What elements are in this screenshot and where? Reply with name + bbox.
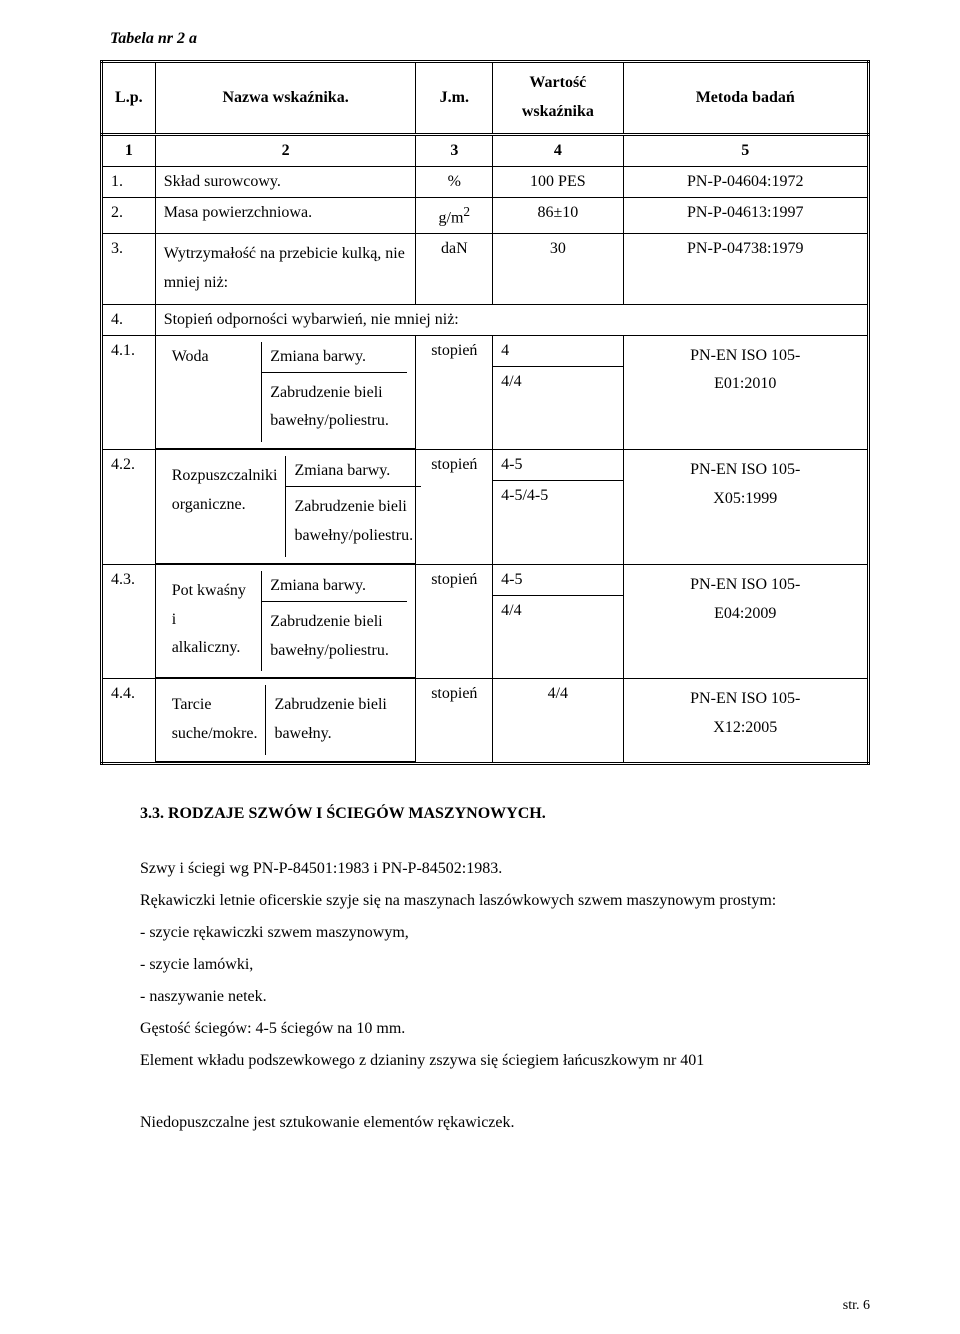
r43-jm: stopień <box>416 564 493 679</box>
para2: Rękawiczki letnie oficerskie szyje się n… <box>140 885 870 917</box>
r44-col2: Tarcie suche/mokre. Zabrudzenie bieli ba… <box>155 679 416 764</box>
table-row-2: 2. Masa powierzchniowa. g/m2 86±10 PN-P-… <box>102 197 869 233</box>
r44-metoda: PN-EN ISO 105- X12:2005 <box>623 679 868 764</box>
table-row-1: 1. Skład surowcowy. % 100 PES PN-P-04604… <box>102 166 869 197</box>
r44-lp: 4.4. <box>102 679 156 764</box>
r4-nazwa: Stopień odporności wybarwień, nie mniej … <box>155 304 868 335</box>
th-wartosc-l2: wskaźnika <box>522 103 594 120</box>
r4-lp: 4. <box>102 304 156 335</box>
r42-lp: 4.2. <box>102 450 156 565</box>
r44-wart: 4/4 <box>493 679 623 764</box>
th-jm: J.m. <box>416 62 493 135</box>
r43-lp: 4.3. <box>102 564 156 679</box>
table-header-row: L.p. Nazwa wskaźnika. J.m. Wartość wskaź… <box>102 62 869 135</box>
r1-metoda: PN-P-04604:1972 <box>623 166 868 197</box>
table-row-41: 4.1. Woda Zmiana barwy. Zabrudzenie biel… <box>102 335 869 450</box>
table-row-43: 4.3. Pot kwaśny i alkaliczny. Zmiana bar… <box>102 564 869 679</box>
r41-metoda: PN-EN ISO 105- E01:2010 <box>623 335 868 450</box>
table-numrow: 12345 <box>102 134 869 166</box>
r3-metoda: PN-P-04738:1979 <box>623 233 868 304</box>
list3: - naszywanie netek. <box>140 981 870 1013</box>
r43-col2: Pot kwaśny i alkaliczny. Zmiana barwy. Z… <box>155 564 416 679</box>
r41-wart: 4 4/4 <box>493 335 623 450</box>
numrow-5: 5 <box>623 134 868 166</box>
para4: Element wkładu podszewkowego z dzianiny … <box>140 1045 870 1077</box>
r3-jm: daN <box>416 233 493 304</box>
r42-col2: Rozpuszczalniki organiczne. Zmiana barwy… <box>155 450 416 565</box>
para5: Niedopuszczalne jest sztukowanie element… <box>140 1107 870 1139</box>
r3-wart: 30 <box>493 233 623 304</box>
r2-lp: 2. <box>102 197 156 233</box>
r2-metoda: PN-P-04613:1997 <box>623 197 868 233</box>
r44-jm: stopień <box>416 679 493 764</box>
r1-lp: 1. <box>102 166 156 197</box>
r3-lp: 3. <box>102 233 156 304</box>
r2-nazwa: Masa powierzchniowa. <box>155 197 416 233</box>
th-nazwa: Nazwa wskaźnika. <box>155 62 416 135</box>
numrow-4: 4 <box>493 134 623 166</box>
th-lp: L.p. <box>102 62 156 135</box>
r43-metoda: PN-EN ISO 105- E04:2009 <box>623 564 868 679</box>
r3-nazwa: Wytrzymałość na przebicie kulką, nie mni… <box>155 233 416 304</box>
para3: Gęstość ściegów: 4-5 ściegów na 10 mm. <box>140 1013 870 1045</box>
th-wartosc-l1: Wartość <box>529 74 586 91</box>
r41-col2: Woda Zmiana barwy. Zabrudzenie bieli baw… <box>155 335 416 450</box>
list2: - szycie lamówki, <box>140 949 870 981</box>
r1-wart: 100 PES <box>493 166 623 197</box>
r42-wart: 4-5 4-5/4-5 <box>493 450 623 565</box>
r41-jm: stopień <box>416 335 493 450</box>
page-number: str. 6 <box>843 1298 870 1314</box>
th-metoda: Metoda badań <box>623 62 868 135</box>
th-wartosc: Wartość wskaźnika <box>493 62 623 135</box>
list1: - szycie rękawiczki szwem maszynowym, <box>140 917 870 949</box>
r1-jm: % <box>416 166 493 197</box>
table-title: Tabela nr 2 a <box>110 30 870 48</box>
r2-wart: 86±10 <box>493 197 623 233</box>
numrow-3: 3 <box>416 134 493 166</box>
para1: Szwy i ściegi wg PN-P-84501:1983 i PN-P-… <box>140 853 870 885</box>
table-row-42: 4.2. Rozpuszczalniki organiczne. Zmiana … <box>102 450 869 565</box>
r2-jm: g/m2 <box>416 197 493 233</box>
r42-metoda: PN-EN ISO 105- X05:1999 <box>623 450 868 565</box>
r42-jm: stopień <box>416 450 493 565</box>
r41-lp: 4.1. <box>102 335 156 450</box>
main-table: L.p. Nazwa wskaźnika. J.m. Wartość wskaź… <box>100 60 870 765</box>
table-row-44: 4.4. Tarcie suche/mokre. Zabrudzenie bie… <box>102 679 869 764</box>
numrow-1: 1 <box>102 134 156 166</box>
r1-nazwa: Skład surowcowy. <box>155 166 416 197</box>
table-row-4: 4. Stopień odporności wybarwień, nie mni… <box>102 304 869 335</box>
r43-wart: 4-5 4/4 <box>493 564 623 679</box>
section-heading: 3.3. RODZAJE SZWÓW I ŚCIEGÓW MASZYNOWYCH… <box>140 805 870 823</box>
numrow-2: 2 <box>155 134 416 166</box>
table-row-3: 3. Wytrzymałość na przebicie kulką, nie … <box>102 233 869 304</box>
